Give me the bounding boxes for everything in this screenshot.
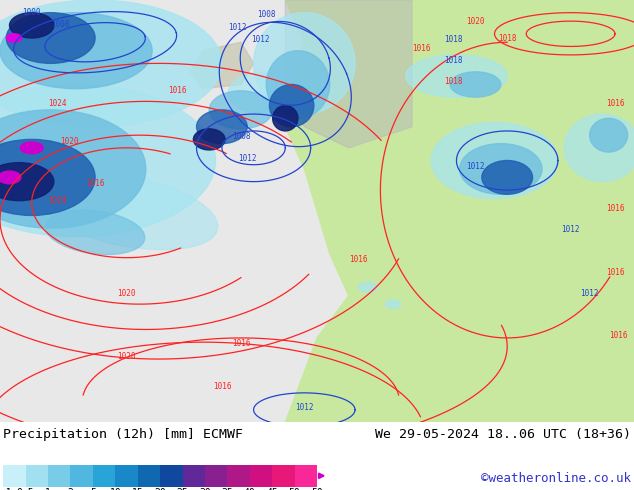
Ellipse shape [266, 50, 330, 118]
Text: 1016: 1016 [605, 98, 624, 108]
Ellipse shape [209, 91, 273, 129]
Ellipse shape [36, 173, 218, 249]
Bar [93, 465, 115, 487]
Ellipse shape [431, 122, 558, 198]
Text: 1024: 1024 [48, 98, 67, 108]
Text: 1008: 1008 [231, 132, 250, 142]
Bar [183, 465, 205, 487]
Ellipse shape [564, 114, 634, 182]
Text: 1012: 1012 [238, 153, 257, 163]
Text: 0.1: 0.1 [0, 488, 12, 490]
Bar [272, 465, 295, 487]
Ellipse shape [46, 210, 145, 254]
Text: 45: 45 [266, 488, 278, 490]
Ellipse shape [385, 300, 401, 308]
Text: Precipitation (12h) [mm] ECMWF: Precipitation (12h) [mm] ECMWF [3, 428, 243, 441]
Text: 15: 15 [132, 488, 143, 490]
Text: 1018: 1018 [444, 77, 462, 86]
Text: 1020: 1020 [117, 352, 136, 361]
Text: 35: 35 [221, 488, 233, 490]
Ellipse shape [0, 13, 152, 89]
Text: 1016: 1016 [212, 382, 231, 391]
Ellipse shape [482, 161, 533, 195]
Text: 10: 10 [110, 488, 121, 490]
Text: 1020: 1020 [117, 289, 136, 298]
Text: 50: 50 [311, 488, 323, 490]
Text: 1020: 1020 [466, 17, 485, 25]
Text: 0.5: 0.5 [16, 488, 34, 490]
Ellipse shape [406, 55, 507, 97]
Text: 1008: 1008 [257, 10, 276, 19]
Ellipse shape [254, 13, 355, 114]
Ellipse shape [0, 110, 146, 228]
Ellipse shape [0, 163, 54, 200]
Ellipse shape [228, 72, 304, 114]
Text: 1: 1 [45, 488, 51, 490]
Text: 50: 50 [288, 488, 301, 490]
Polygon shape [190, 42, 254, 89]
Text: 1008: 1008 [51, 21, 69, 29]
Text: 1016: 1016 [609, 331, 627, 340]
Bar [160, 465, 183, 487]
Bar [205, 465, 228, 487]
Polygon shape [285, 0, 634, 422]
Text: 2: 2 [67, 488, 74, 490]
Text: 30: 30 [199, 488, 210, 490]
Text: 1012: 1012 [295, 403, 314, 412]
Ellipse shape [450, 72, 501, 97]
Bar [250, 465, 272, 487]
Text: 1012: 1012 [250, 35, 269, 44]
Text: 1024: 1024 [48, 196, 67, 205]
Text: 25: 25 [177, 488, 188, 490]
Ellipse shape [358, 282, 377, 293]
Text: 1018: 1018 [498, 33, 517, 43]
Text: 1020: 1020 [60, 137, 79, 146]
Polygon shape [285, 0, 412, 148]
Bar [3, 465, 25, 487]
Text: 1012: 1012 [466, 162, 485, 171]
Text: 1016: 1016 [231, 340, 250, 348]
Text: 1000: 1000 [22, 8, 41, 17]
Ellipse shape [197, 110, 247, 144]
Text: 5: 5 [90, 488, 96, 490]
Bar [138, 465, 160, 487]
Ellipse shape [193, 129, 225, 150]
Ellipse shape [6, 34, 22, 42]
Ellipse shape [0, 84, 216, 237]
Ellipse shape [273, 106, 298, 131]
Text: 1018: 1018 [444, 56, 462, 65]
Text: 1016: 1016 [605, 268, 624, 276]
Ellipse shape [0, 0, 222, 127]
Text: 40: 40 [244, 488, 256, 490]
Text: 1016: 1016 [605, 204, 624, 213]
Ellipse shape [6, 13, 95, 63]
Bar [295, 465, 317, 487]
Text: 1016: 1016 [349, 255, 367, 264]
Ellipse shape [590, 118, 628, 152]
Text: 1012: 1012 [561, 225, 580, 234]
Text: 1012: 1012 [580, 289, 599, 298]
Text: 1012: 1012 [228, 23, 247, 31]
Ellipse shape [269, 84, 314, 127]
Text: 1016: 1016 [86, 179, 105, 188]
Bar [70, 465, 93, 487]
Ellipse shape [20, 142, 43, 154]
Bar [48, 465, 70, 487]
Bar [115, 465, 138, 487]
Bar [25, 465, 48, 487]
Ellipse shape [0, 171, 21, 184]
Text: 1018: 1018 [444, 35, 462, 44]
Text: 1016: 1016 [412, 44, 430, 53]
Ellipse shape [10, 13, 54, 38]
Ellipse shape [460, 144, 542, 195]
Text: 1016: 1016 [168, 86, 187, 95]
Bar [228, 465, 250, 487]
Text: We 29-05-2024 18..06 UTC (18+36): We 29-05-2024 18..06 UTC (18+36) [375, 428, 631, 441]
Text: ©weatheronline.co.uk: ©weatheronline.co.uk [481, 471, 631, 485]
Ellipse shape [0, 139, 95, 216]
Text: 20: 20 [154, 488, 166, 490]
